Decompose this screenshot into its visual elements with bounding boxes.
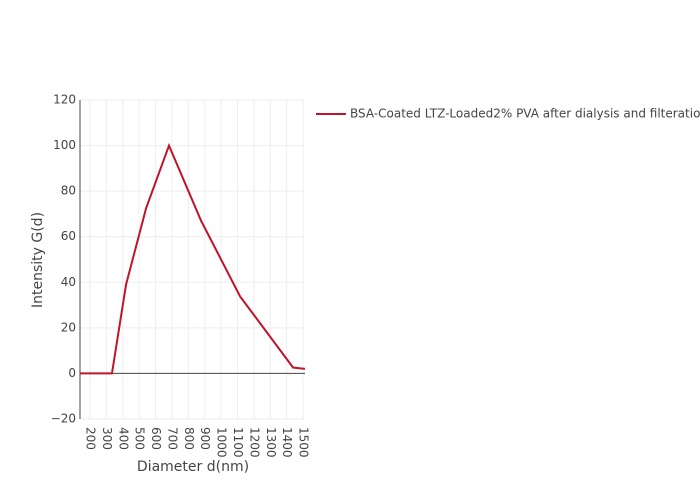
x-tick-label: 1400 [280, 427, 294, 458]
y-axis-title: Intensity G(d) [30, 212, 46, 308]
x-tick-label: 700 [165, 427, 179, 450]
x-tick-label: 1200 [247, 427, 261, 458]
y-tick-label: 120 [53, 93, 76, 107]
legend-label: BSA-Coated LTZ-Loaded2% PVA after dialys… [350, 107, 700, 121]
y-tick-label: −20 [51, 412, 76, 426]
x-tick-label: 200 [83, 427, 97, 450]
x-tick-label: 300 [100, 427, 114, 450]
y-tick-label: 20 [61, 320, 76, 334]
y-tick-label: 60 [61, 229, 76, 243]
y-tick-label: 80 [61, 184, 76, 198]
x-tick-label: 1300 [264, 427, 278, 458]
y-tick-label: 100 [53, 138, 76, 152]
x-tick-label: 600 [149, 427, 163, 450]
x-tick-label: 1500 [297, 427, 311, 458]
x-tick-label: 1100 [231, 427, 245, 458]
x-tick-label: 500 [133, 427, 147, 450]
y-tick-label: 40 [61, 275, 76, 289]
x-tick-label: 1000 [215, 427, 229, 458]
data-line [80, 142, 306, 375]
x-tick-label: 900 [198, 427, 212, 450]
x-tick-label: 800 [182, 427, 196, 450]
y-tick-label: 0 [68, 366, 76, 380]
x-axis-title: Diameter d(nm) [137, 459, 249, 475]
x-tick-label: 400 [116, 427, 130, 450]
